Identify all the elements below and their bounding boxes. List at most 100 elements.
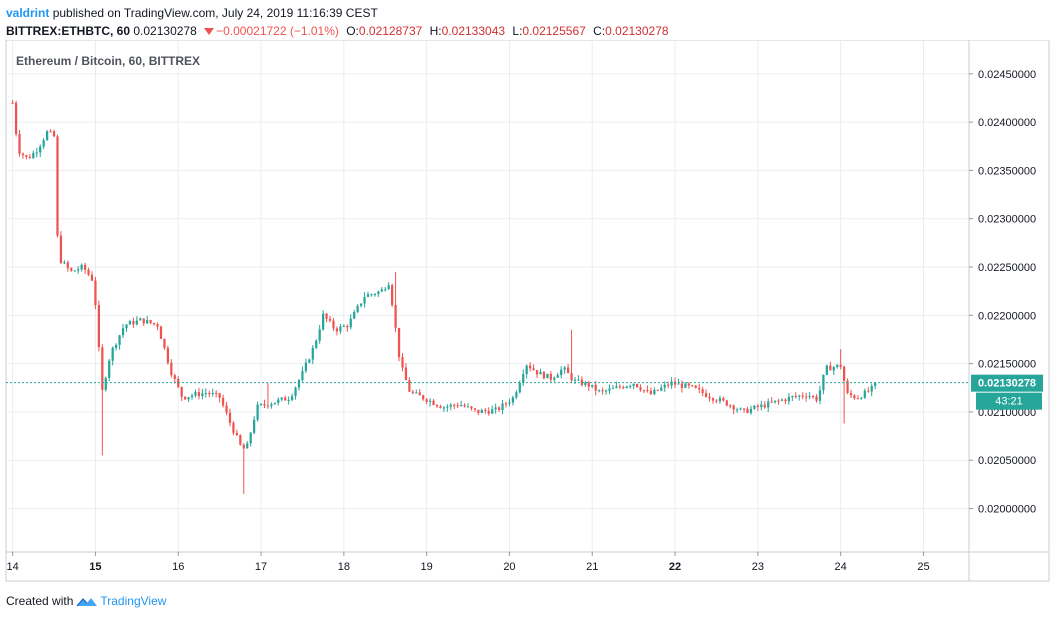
chart-frame [5, 40, 1050, 582]
candle-body [594, 384, 597, 391]
candle-body [290, 396, 294, 400]
candle-body [701, 389, 704, 394]
candle-body [849, 393, 853, 396]
candle-body [49, 131, 52, 133]
candle-body [425, 399, 428, 402]
candle-body [704, 393, 708, 397]
candle-body [21, 153, 25, 156]
candle-body [846, 380, 849, 394]
x-tick-label: 20 [503, 561, 515, 573]
candle-body [473, 408, 477, 410]
candle-body [56, 136, 59, 236]
candle-body [515, 392, 518, 398]
candle-body [221, 397, 225, 406]
grid-lines [6, 40, 969, 552]
candle-body [256, 404, 259, 420]
candle-body [201, 393, 204, 397]
candle-body [97, 305, 100, 348]
candle-body [152, 323, 156, 325]
author-username[interactable]: valdrint [6, 6, 50, 20]
publish-line: valdrint published on TradingView.com, J… [6, 4, 1049, 22]
candle-body [829, 365, 832, 371]
candle-body [342, 325, 345, 327]
candle-body [101, 347, 104, 390]
candle-body [667, 384, 670, 386]
candle-body [522, 374, 525, 383]
candle-body [242, 444, 245, 449]
x-tick-label: 14 [6, 561, 18, 573]
candle-body [653, 389, 656, 395]
candle-body [535, 370, 539, 375]
candle-body [818, 390, 822, 401]
candle-body [856, 398, 860, 400]
candle-body [125, 324, 128, 329]
last-value: 0.02130278 [133, 24, 197, 38]
candle-body [318, 329, 321, 341]
candle-body [680, 383, 684, 388]
candle-body [518, 382, 521, 393]
candle-body [11, 102, 14, 104]
candle-body [70, 268, 73, 271]
candle-body [608, 388, 611, 391]
candle-body [494, 407, 497, 410]
candle-body [842, 366, 846, 381]
candle-body [622, 387, 625, 389]
candle-body [770, 401, 773, 403]
countdown-badge [976, 392, 1042, 410]
candle-body [694, 385, 697, 388]
candle-body [204, 393, 207, 395]
chart-legend-title: Ethereum / Bitcoin, 60, BITTREX [16, 54, 200, 68]
candle-body [346, 325, 349, 328]
published-info: published on TradingView.com, July 24, 2… [52, 6, 378, 20]
candle-body [632, 383, 635, 386]
candle-body [439, 406, 442, 409]
down-triangle-icon [204, 28, 215, 36]
candle-body [763, 404, 766, 408]
candle-body [287, 399, 290, 401]
candle-body [211, 393, 214, 395]
candle-body [542, 371, 546, 379]
candle-body [698, 387, 701, 390]
tradingview-logo-icon [76, 597, 98, 607]
candle-body [132, 321, 135, 325]
candle-body [32, 152, 35, 159]
candle-body [511, 397, 515, 403]
candle-body [725, 400, 728, 406]
candle-body [128, 321, 132, 325]
tradingview-brand[interactable]: TradingView [100, 594, 167, 608]
candle-body [466, 406, 470, 408]
change-value: −0.00021722 (−1.01%) [216, 24, 339, 38]
price-chart[interactable]: 0.02000000 0.02050000 0.02100000 0.02150000… [0, 40, 1055, 585]
candle-body [235, 432, 239, 436]
candle-body [563, 367, 566, 370]
candle-body [380, 289, 383, 292]
candle-body [635, 383, 639, 388]
candle-body [708, 396, 711, 399]
candle-body [166, 347, 170, 363]
candle-body [749, 408, 753, 413]
candle-body [273, 402, 276, 405]
candle-body [684, 383, 687, 388]
candle-body [442, 407, 446, 409]
candle-body [135, 320, 138, 325]
y-tick-label: 0.02350000 [978, 165, 1036, 177]
candle-body [401, 357, 404, 368]
candle-body [249, 432, 252, 444]
candle-body [356, 305, 359, 313]
candle-body [163, 338, 166, 348]
candle-body [456, 405, 459, 407]
candle-body [767, 401, 770, 408]
x-tick-label: 18 [338, 561, 350, 573]
candle-body [332, 320, 335, 329]
candle-body [311, 347, 314, 360]
price-axis: 0.02000000 0.02050000 0.02100000 0.02150000… [969, 69, 1036, 516]
candle-body [259, 403, 263, 405]
last-price-badge [971, 374, 1043, 392]
candle-body [670, 381, 673, 386]
y-tick-label: 0.02450000 [978, 69, 1036, 81]
candle-body [798, 395, 801, 397]
candle-body [397, 327, 401, 358]
candle-body [59, 235, 63, 264]
candle-body [642, 390, 646, 392]
candle-body [629, 385, 632, 387]
